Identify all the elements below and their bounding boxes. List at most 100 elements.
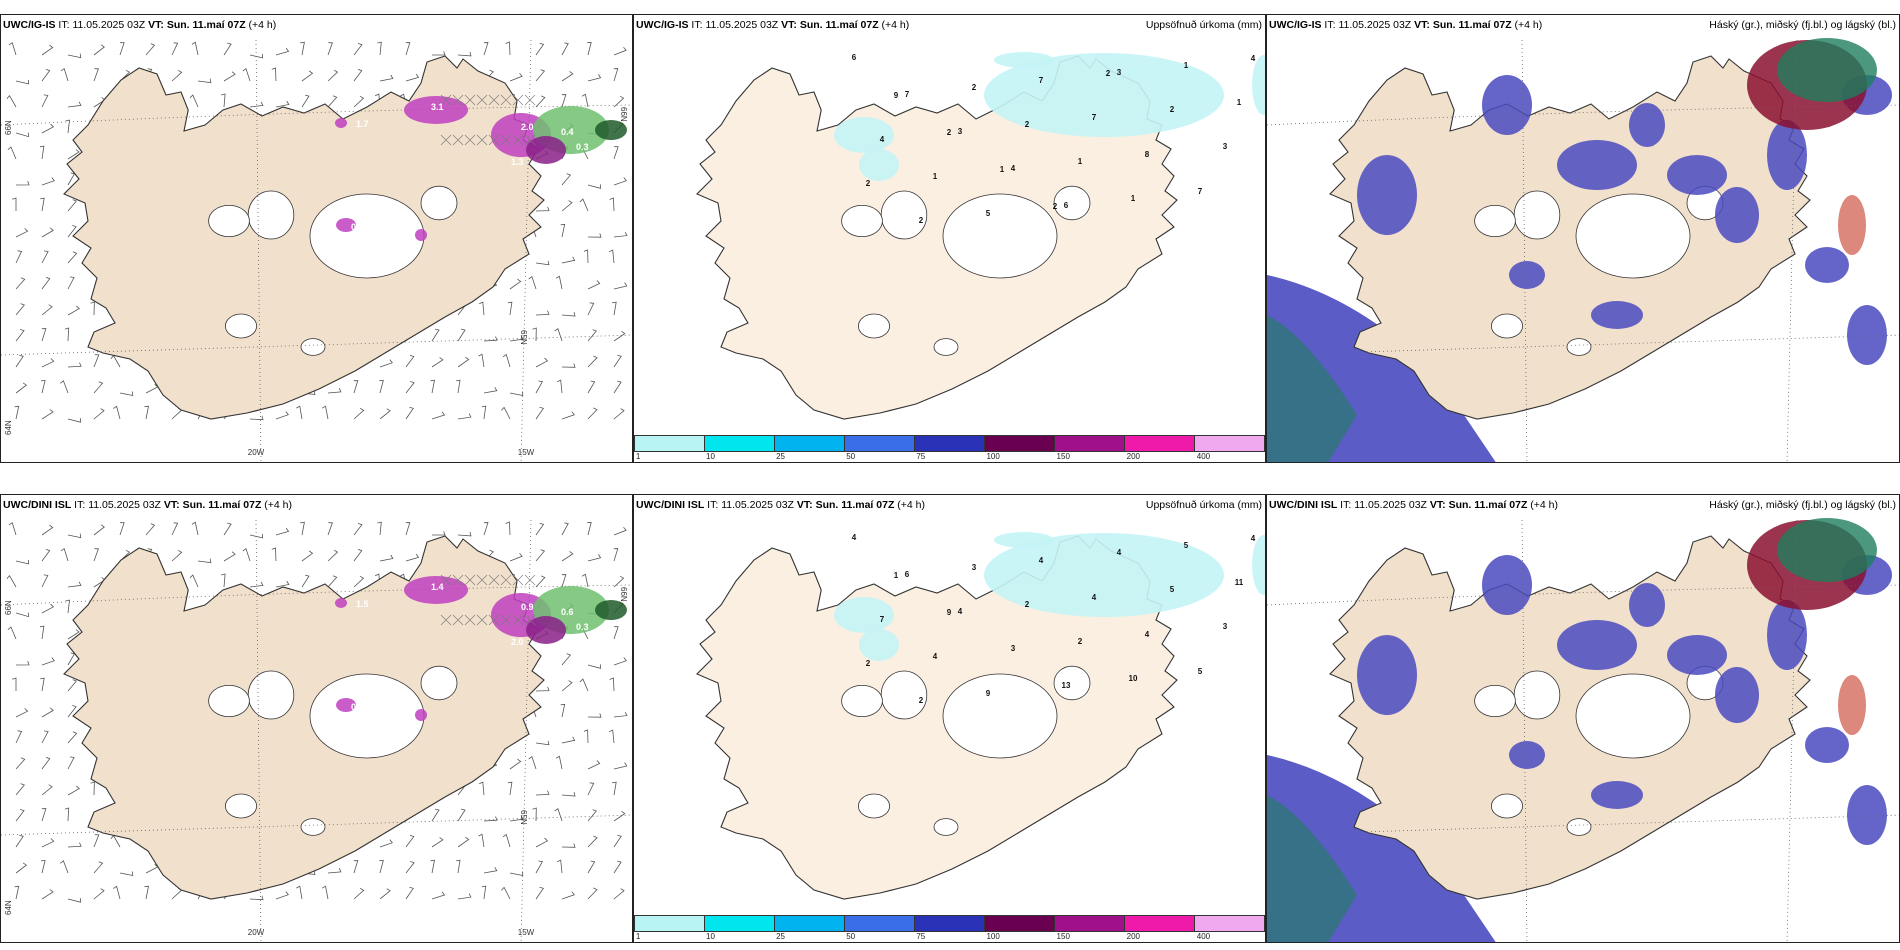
panel-field-label: Háský (gr.), miðský (fj.bl.) og lágský (… [1709,499,1896,511]
precip-blob [595,120,627,140]
wind-barb [119,42,125,56]
precip-value-label: 2 [1025,600,1030,609]
graticule [1267,39,1899,462]
wind-barb [609,677,615,692]
glacier [420,665,458,701]
cloud-map[interactable] [1267,15,1900,463]
hatch-mark [524,134,536,146]
wind-barb [15,228,29,238]
precip-value-label: 8 [1145,150,1150,159]
wind-barb [587,521,592,536]
wind-map[interactable]: 1.4 0.9 0.60.3 2.0 4.5 0.8 1.5 2.0 20W 15W 66N 64N 6… [1,495,633,943]
wind-barb [275,100,290,108]
wind-barb [67,305,80,316]
colorbar-swatch [775,436,845,451]
precip-value-label: 7 [1039,76,1044,85]
precip-value-label: 2 [919,216,924,225]
wind-barb [535,790,550,796]
glacier [208,685,250,717]
wind-barb [93,44,105,56]
wind-barb [93,354,100,368]
colorbar-label: 100 [986,932,1000,941]
wind-barb [587,329,597,342]
cloud-map[interactable] [1267,495,1900,943]
wind-barb [221,573,226,588]
hatch-area [440,574,536,626]
wind-barb [535,357,549,368]
wind-barb [15,862,28,874]
precip-value-label: 4 [1117,548,1122,557]
glacier [1566,338,1592,356]
wind-barb [561,173,572,186]
hatch-mark [452,614,464,626]
wind-barb [15,708,29,718]
wind-barb [67,898,82,903]
wind-barb [300,41,305,56]
precip-value-label: 1 [1000,165,1005,174]
colorbar-label: 150 [1056,932,1070,941]
hatch-mark [512,614,524,626]
colorbar-label: 400 [1196,452,1211,461]
iceland [63,55,545,420]
wind-value-label: 1.7 [356,119,369,129]
wind-barb [457,808,466,822]
wind-barb [587,184,602,189]
hatch-mark [512,574,524,586]
wind-barb [377,41,382,56]
wind-barb [509,815,524,822]
precip-area [984,533,1224,617]
precip-value-label: 13 [1062,681,1071,690]
wind-barb [41,549,51,562]
colorbar-label: 10 [706,932,715,941]
wind-barb [509,335,524,342]
low-cloud-patch [1715,187,1759,243]
wind-barb [119,391,134,396]
glacier [933,338,959,356]
wind-barb [501,886,511,900]
iceland [1329,535,1811,900]
wind-barb [191,521,199,536]
precip-area [984,53,1224,137]
colorbar-label: 200 [1126,452,1141,461]
wind-barb [535,522,545,536]
wind-barb [67,199,78,212]
latitude-line [1267,104,1899,126]
wind-map[interactable]: 3.1 2.0 0.40.3 1.3 0.0 0.8 1.7 20W 15W 66N 64N 66N 6… [1,15,633,463]
wind-barb [608,729,615,744]
wind-barb [587,860,596,874]
wind-barb [613,548,619,562]
wind-barb [41,808,47,822]
wind-barb [60,67,69,82]
wind-barb [15,809,25,822]
low-cloud-patch [1509,261,1545,289]
wind-barb [327,868,342,874]
wind-barb [405,834,415,848]
wind-barb [535,549,546,562]
wind-barb [509,552,523,562]
wind-barb [507,781,513,796]
hatch-mark [500,574,512,586]
precip-value-label: 2 [1025,120,1030,129]
precip-value-label: 2 [866,179,871,188]
wind-barb [65,119,70,134]
wind-barb [15,660,30,666]
wind-barb [171,69,183,82]
hatch-mark [500,94,512,106]
wind-barb [405,861,415,874]
wind-barb [275,527,290,536]
hatch-mark [476,134,488,146]
glacier [1053,665,1091,701]
precip-value-label: 2 [1078,637,1083,646]
colorbar-swatch [1125,916,1195,931]
wind-barb [507,301,513,316]
wind-value-label: 0.3 [576,142,589,152]
panel-bottom-precip: UWC/DINI ISL IT: 11.05.2025 03Z VT: Sun.… [633,494,1266,943]
wind-barb [41,889,54,900]
wind-barb [377,521,382,536]
wind-barb [41,328,47,342]
wind-barb [483,867,498,874]
wind-barb [242,67,251,82]
wind-barb [405,406,414,420]
